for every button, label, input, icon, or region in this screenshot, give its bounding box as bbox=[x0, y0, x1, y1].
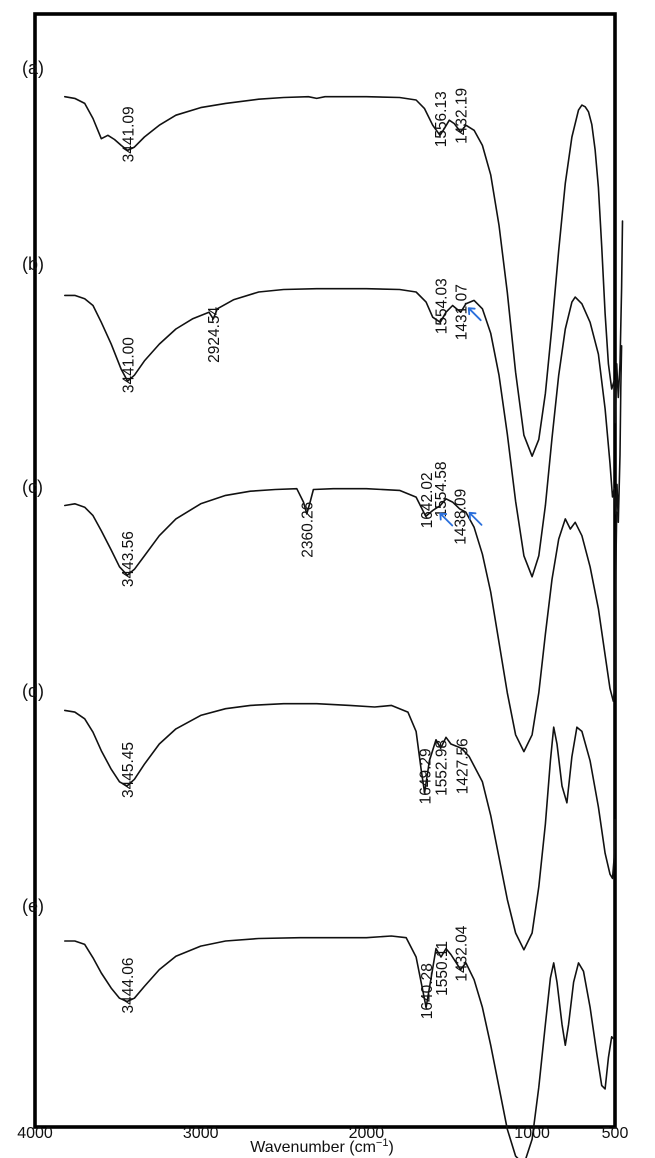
peak-label-2-1: 3441.00 bbox=[121, 337, 138, 393]
peak-label-4-4: 1427.56 bbox=[454, 738, 471, 794]
peak-label-2-3: 1554.03 bbox=[433, 278, 450, 334]
series-label-3: (c) bbox=[22, 477, 43, 497]
x-axis-label-sup: −1 bbox=[376, 1137, 389, 1149]
peak-arrow-2-1 bbox=[467, 307, 482, 322]
peak-label-5-4: 1432.04 bbox=[454, 925, 471, 981]
peak-label-3-3: 1642.02 bbox=[419, 472, 436, 528]
peak-label-3-4: 1554.58 bbox=[433, 461, 450, 517]
spectrum-line-1 bbox=[64, 95, 624, 457]
peak-label-3-1: 3443.56 bbox=[120, 531, 137, 587]
peak-label-4-1: 3445.45 bbox=[120, 742, 137, 798]
x-tick-label-4: 1000 bbox=[514, 1125, 550, 1142]
peak-label-2-4: 1431.07 bbox=[454, 284, 471, 340]
peak-label-5-3: 1550.11 bbox=[434, 941, 451, 996]
peak-label-1-3: 1432.19 bbox=[454, 88, 471, 144]
x-tick-label-3: 2000 bbox=[349, 1125, 385, 1142]
series-label-1: (a) bbox=[22, 58, 44, 78]
series-layer bbox=[64, 95, 624, 1158]
x-tick-label-2: 3000 bbox=[183, 1125, 219, 1142]
peak-arrow-3-1 bbox=[439, 512, 454, 527]
spectrum-line-3 bbox=[64, 487, 618, 753]
peak-label-3-2: 2360.26 bbox=[300, 502, 317, 558]
peak-label-5-1: 3444.06 bbox=[120, 957, 137, 1013]
spectrum-line-2 bbox=[64, 287, 623, 578]
peak-label-1-1: 3441.09 bbox=[121, 106, 138, 162]
plot-frame bbox=[33, 12, 617, 1129]
spectrum-line-5 bbox=[64, 935, 615, 1158]
x-axis-ticks: 4000 3000 2000 1000 500 bbox=[17, 1125, 628, 1142]
label-layer: (a) 3441.09 1556.13 1432.19 (b) 3441.00 2924.5… bbox=[22, 58, 483, 1019]
peak-label-1-2: 1556.13 bbox=[433, 91, 450, 147]
series-label-2: (b) bbox=[22, 254, 44, 274]
peak-label-2-2: 2924.54 bbox=[206, 306, 223, 362]
x-axis-label: Wavenumber (cm−1) bbox=[250, 1137, 394, 1156]
x-tick-label-5: 500 bbox=[602, 1125, 629, 1142]
series-label-4: (d) bbox=[22, 681, 44, 701]
peak-label-3-5: 1438.09 bbox=[453, 489, 470, 545]
peak-arrow-3-2 bbox=[468, 511, 483, 526]
peak-label-4-2: 1649.29 bbox=[418, 748, 435, 804]
peak-label-5-2: 1640.28 bbox=[419, 963, 436, 1019]
x-axis-label-close: ) bbox=[388, 1139, 393, 1156]
series-label-5: (e) bbox=[22, 896, 44, 916]
peak-label-4-3: 1552.98 bbox=[434, 740, 451, 796]
spectrum-line-4 bbox=[64, 702, 616, 951]
x-axis-label-text: Wavenumber (cm bbox=[250, 1139, 376, 1156]
x-tick-label-1: 4000 bbox=[17, 1125, 53, 1142]
